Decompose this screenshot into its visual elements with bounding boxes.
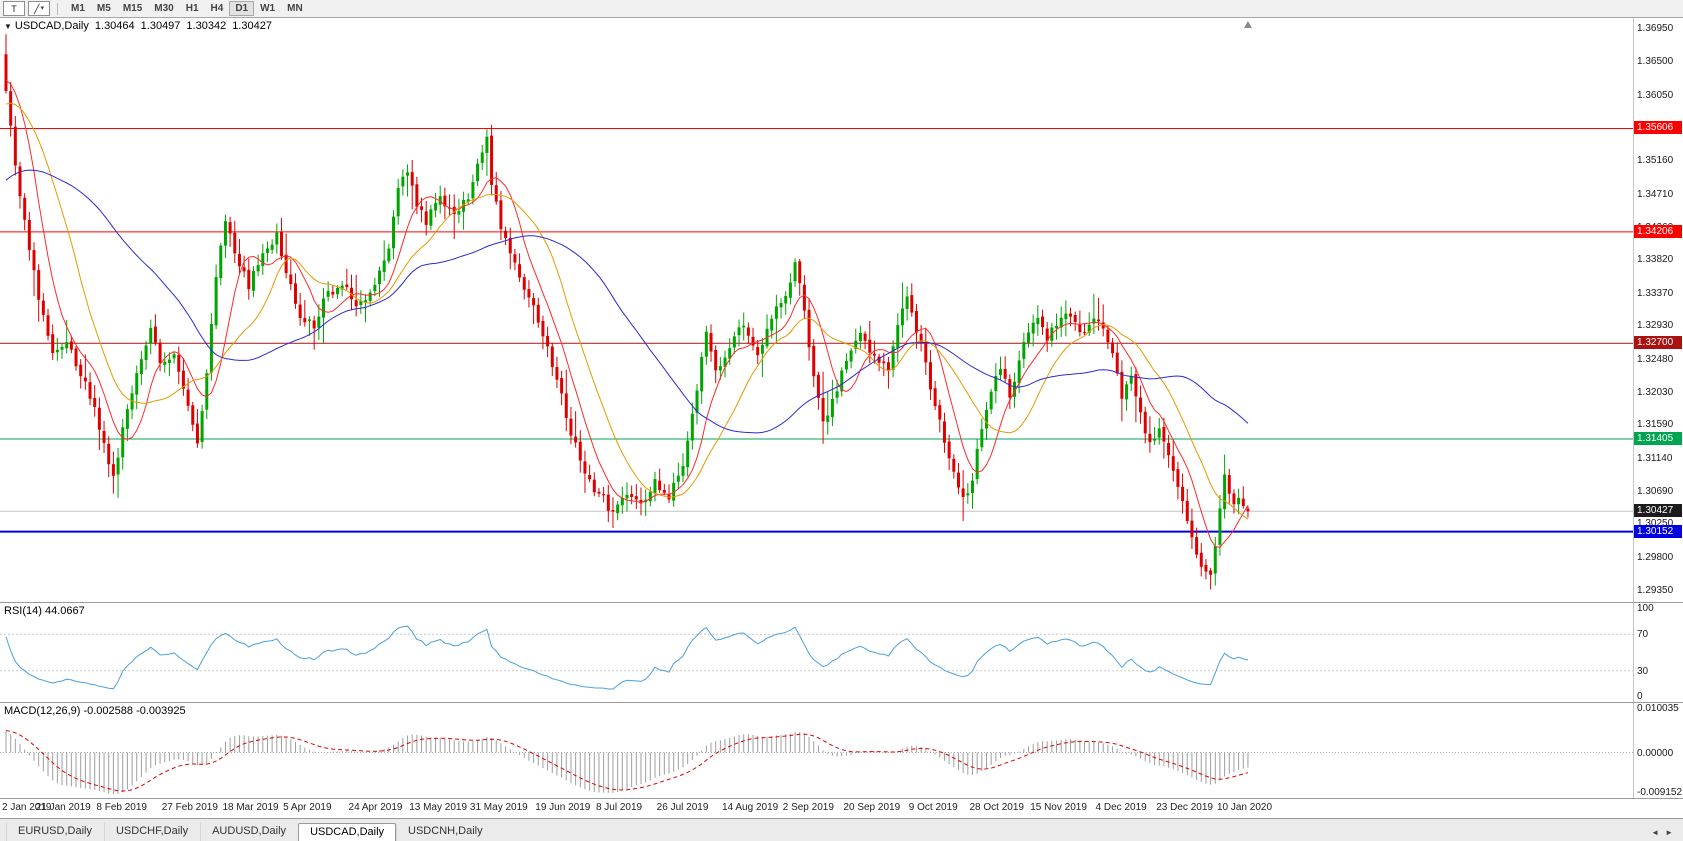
price-tick: 1.34710 (1637, 188, 1674, 200)
timeframe-button-m30[interactable]: M30 (154, 3, 174, 14)
tab-usdcnh[interactable]: USDCNH,Daily (396, 822, 495, 841)
date-label: 18 Mar 2019 (222, 802, 279, 813)
price-tick: 1.29800 (1637, 551, 1674, 563)
ohlc-open: 1.30464 (94, 20, 135, 32)
tab-audusd[interactable]: AUDUSD,Daily (200, 822, 298, 841)
toolbar-separator (57, 2, 58, 15)
price-tick: 1.35160 (1637, 155, 1674, 167)
ohlc-close: 1.30427 (232, 20, 272, 32)
ohlc-high: 1.30497 (140, 20, 181, 32)
price-badge: 1.31405 (1634, 431, 1682, 445)
main-chart-panel: 1.369501.365001.360501.356001.351601.347… (0, 18, 1683, 602)
tab-usdcad[interactable]: USDCAD,Daily (298, 823, 397, 841)
tab-scroll-arrows: ◄ ► (1651, 828, 1683, 841)
timeframe-button-m5[interactable]: M5 (96, 3, 111, 14)
date-label: 8 Feb 2019 (96, 802, 147, 813)
date-label: 23 Dec 2019 (1156, 802, 1213, 813)
ohlc-low: 1.30342 (186, 20, 227, 32)
date-label: 19 Jun 2019 (535, 802, 591, 813)
tab-list: EURUSD,Daily USDCHF,Daily AUDUSD,Daily USDC… (6, 819, 495, 841)
timeframe-button-mn[interactable]: MN (287, 3, 303, 14)
date-label: 31 May 2019 (469, 802, 528, 813)
date-label: 5 Apr 2019 (283, 802, 332, 813)
timeframe-group: M1 M5 M15 M30 H1 H4 D1 W1 MN (65, 1, 309, 16)
timeframe-button-h1[interactable]: H1 (185, 3, 199, 14)
macd-tick: 0.00000 (1637, 747, 1674, 759)
date-label: 24 Apr 2019 (348, 802, 403, 813)
rsi-tick: 0 (1637, 691, 1643, 702)
price-tick: 1.36950 (1637, 23, 1674, 35)
price-tick: 1.29350 (1637, 584, 1674, 596)
price-tick: 1.33820 (1637, 254, 1674, 266)
price-badge: 1.30152 (1634, 524, 1682, 538)
price-tick: 1.36500 (1637, 56, 1674, 68)
rsi-tick: 70 (1637, 629, 1649, 641)
chart-shift-marker (1243, 21, 1252, 28)
date-label: 13 May 2019 (409, 802, 468, 813)
macd-panel: 0.010035 0.00000 -0.009152 MACD(12,26,9) -… (0, 702, 1683, 798)
main-axis[interactable]: 1.369501.365001.360501.356001.351601.347… (1633, 18, 1683, 602)
price-badge: 1.34206 (1634, 224, 1682, 238)
rsi-axis[interactable]: 100 70 30 0 (1633, 603, 1683, 702)
tab-usdchf[interactable]: USDCHF,Daily (103, 822, 200, 841)
price-tick: 1.32930 (1637, 320, 1674, 332)
rsi-plot[interactable] (0, 603, 1633, 702)
date-label: 8 Jul 2019 (595, 802, 643, 813)
chart-tab-bar: EURUSD,Daily USDCHF,Daily AUDUSD,Daily USDC… (0, 818, 1683, 841)
rsi-tick: 100 (1637, 603, 1654, 614)
date-label: 28 Oct 2019 (969, 802, 1024, 813)
date-axis[interactable]: 2 Jan 2019 21 Jan 2019 8 Feb 2019 27 Feb 20… (0, 798, 1683, 818)
rsi-label: RSI(14) 44.0667 (4, 605, 85, 617)
date-label: 2 Jan 2019 (2, 802, 52, 813)
date-label: 10 Jan 2020 (1216, 802, 1273, 813)
price-badge: 1.32700 (1634, 336, 1682, 350)
macd-axis[interactable]: 0.010035 0.00000 -0.009152 (1633, 703, 1683, 798)
date-label: 4 Dec 2019 (1095, 802, 1147, 813)
timeframe-button-m1[interactable]: M1 (71, 3, 85, 14)
date-label: 2 Sep 2019 (782, 802, 834, 813)
date-label: 20 Sep 2019 (843, 802, 901, 813)
timeframe-button-h4[interactable]: H4 (210, 3, 224, 14)
one-click-trading-icon[interactable]: ▼ (4, 22, 12, 31)
toolbar: T ╱ ▾ M1 M5 M15 M30 H1 H4 D1 W1 MN (0, 0, 1683, 18)
date-label: 15 Nov 2019 (1030, 802, 1087, 813)
main-plot[interactable] (0, 18, 1633, 602)
date-label: 27 Feb 2019 (161, 802, 218, 813)
rsi-panel: 100 70 30 0 RSI(14) 44.0667 (0, 602, 1683, 702)
dropdown-caret-icon: ▾ (40, 4, 44, 12)
date-label: 14 Aug 2019 (722, 802, 779, 813)
macd-tick: 0.010035 (1637, 703, 1679, 714)
price-tick: 1.32030 (1637, 386, 1674, 398)
tab-eurusd[interactable]: EURUSD,Daily (6, 822, 104, 841)
objects-tool-icon: ╱ (34, 3, 40, 14)
timeframe-button-d1[interactable]: D1 (229, 1, 255, 16)
objects-tool-button[interactable]: ╱ ▾ (28, 1, 50, 16)
price-tick: 1.31590 (1637, 419, 1674, 431)
date-label: 26 Jul 2019 (656, 802, 709, 813)
price-tick: 1.30250 (1637, 518, 1673, 529)
macd-label: MACD(12,26,9) -0.002588 -0.003925 (4, 705, 186, 717)
macd-plot[interactable] (0, 703, 1633, 798)
timeframe-button-w1[interactable]: W1 (260, 3, 276, 14)
timeframe-button-m15[interactable]: M15 (122, 3, 143, 14)
chart-header: ▼ USDCAD,Daily 1.30464 1.30497 1.30342 1.3042… (4, 20, 272, 32)
price-badge: 1.30427 (1634, 504, 1682, 518)
macd-tick: -0.009152 (1637, 787, 1683, 798)
rsi-tick: 30 (1637, 665, 1649, 677)
price-tick: 1.33370 (1637, 287, 1674, 299)
price-tick: 1.36050 (1637, 89, 1674, 101)
date-label: 9 Oct 2019 (908, 802, 958, 813)
text-tool-button[interactable]: T (3, 1, 25, 16)
price-tick: 1.32480 (1637, 353, 1674, 365)
tab-scroll-left-icon[interactable]: ◄ (1651, 828, 1660, 837)
date-label: 21 Jan 2019 (35, 802, 91, 813)
price-tick: 1.31140 (1637, 452, 1673, 464)
price-tick: 1.30690 (1637, 485, 1674, 497)
chart-symbol-label: USDCAD,Daily (14, 20, 89, 32)
price-badge: 1.35606 (1634, 121, 1682, 135)
tab-scroll-right-icon[interactable]: ► (1665, 828, 1673, 837)
